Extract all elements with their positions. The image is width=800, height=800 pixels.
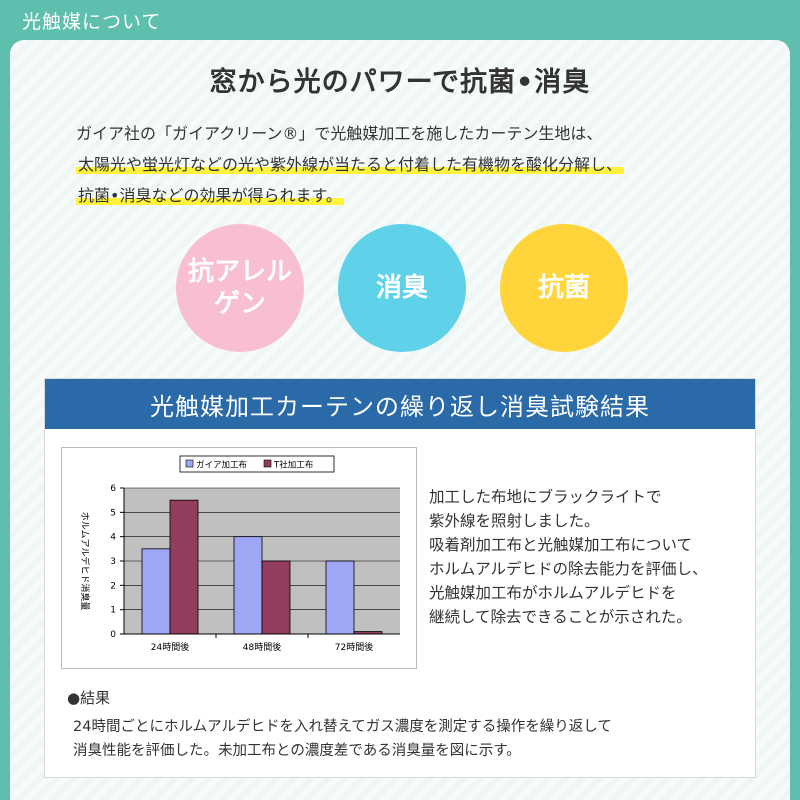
desc-line-2: 紫外線を照射しました。: [429, 512, 600, 530]
x-tick-label: 24時間後: [151, 641, 189, 653]
chart-box: ガイア加工布 T社加工布 0 1 2 3 4 5 6 24時間後 48時間後 72時間後 ホルムア…: [61, 447, 417, 669]
desc-line-4: ホルムアルデヒドの除去能力を評価し、: [429, 560, 708, 578]
y-tick-label: 5: [110, 508, 116, 518]
header-bar: [282, 0, 800, 40]
intro-line-1: ガイア社の「ガイアクリーン®」で光触媒加工を施したカーテン生地は、: [76, 124, 603, 143]
headline: 窓から光のパワーで抗菌•消臭: [209, 67, 591, 98]
legend-box: [179, 455, 335, 473]
intro-line-3: 抗菌•消臭などの効果が得られます。: [76, 186, 344, 205]
chart-legend: ガイア加工布 T社加工布: [179, 455, 335, 473]
feature-antibacterial: 抗菌: [500, 224, 628, 352]
y-tick-label: 1: [110, 606, 116, 616]
section-tab-label: 光触媒について: [22, 10, 162, 33]
section-tab: 光触媒について: [0, 0, 282, 40]
y-tick-label: 4: [110, 533, 116, 543]
intro-line-2: 太陽光や蛍光灯などの光や紫外線が当たると付着した有機物を酸化分解し、: [76, 155, 625, 174]
panel-title: 光触媒加工カーテンの繰り返し消臭試験結果: [45, 379, 755, 429]
test-description: 加工した布地にブラックライトで 紫外線を照射しました。 吸着剤加工布と光触媒加工…: [429, 485, 708, 629]
desc-line-6: 継続して除去できることが示された。: [429, 608, 692, 626]
desc-line-5: 光触媒加工布がホルムアルデヒドを: [429, 584, 677, 602]
result-label: ●結果: [67, 689, 111, 707]
desc-line-3: 吸着剤加工布と光触媒加工布について: [429, 536, 693, 554]
y-tick-label: 3: [110, 557, 116, 567]
test-result-panel: 光触媒加工カーテンの繰り返し消臭試験結果 ガイア加工布 T社加工布 0 1 2 3 4 5 6…: [44, 378, 756, 778]
legend-label: ガイア加工布: [196, 460, 247, 471]
feature-anti-allergen: 抗アレル ゲン: [176, 224, 304, 352]
feature-deodorize: 消臭: [338, 224, 466, 352]
bar-T社加工布-48時間後: [261, 560, 291, 635]
legend-label: T社加工布: [273, 460, 313, 471]
x-tick-label: 72時間後: [335, 641, 373, 653]
y-axis-label: ホルムアルデヒド消臭量: [79, 512, 91, 611]
result-text: 24時間ごとにホルムアルデヒドを入れ替えてガス濃度を測定する操作を繰り返して 消…: [73, 715, 612, 763]
bar-ガイア加工布-72時間後: [325, 560, 355, 635]
feature-label: 抗菌: [537, 273, 590, 303]
feature-label: ゲン: [213, 289, 266, 319]
feature-label: 抗アレル: [187, 257, 292, 287]
y-tick-label: 6: [110, 484, 116, 494]
bar-T社加工布-24時間後: [169, 499, 199, 635]
legend-swatch: [263, 459, 272, 468]
y-tick-label: 0: [110, 630, 116, 640]
desc-line-1: 加工した布地にブラックライトで: [429, 488, 662, 506]
x-tick-label: 48時間後: [243, 641, 281, 653]
bar-ガイア加工布-48時間後: [233, 536, 263, 635]
y-tick-label: 2: [110, 581, 116, 591]
intro-text: ガイア社の「ガイアクリーン®」で光触媒加工を施したカーテン生地は、 太陽光や蛍光…: [76, 118, 625, 211]
bar-ガイア加工布-24時間後: [141, 548, 171, 635]
legend-swatch: [185, 459, 194, 468]
feature-label: 消臭: [375, 273, 428, 303]
result-line-1: 24時間ごとにホルムアルデヒドを入れ替えてガス濃度を測定する操作を繰り返して: [73, 719, 612, 735]
result-line-2: 消臭性能を評価した。未加工布との濃度差である消臭量を図に示す。: [73, 743, 521, 759]
bar-chart: ガイア加工布 T社加工布 0 1 2 3 4 5 6 24時間後 48時間後 72時間後 ホルムア…: [79, 455, 400, 653]
